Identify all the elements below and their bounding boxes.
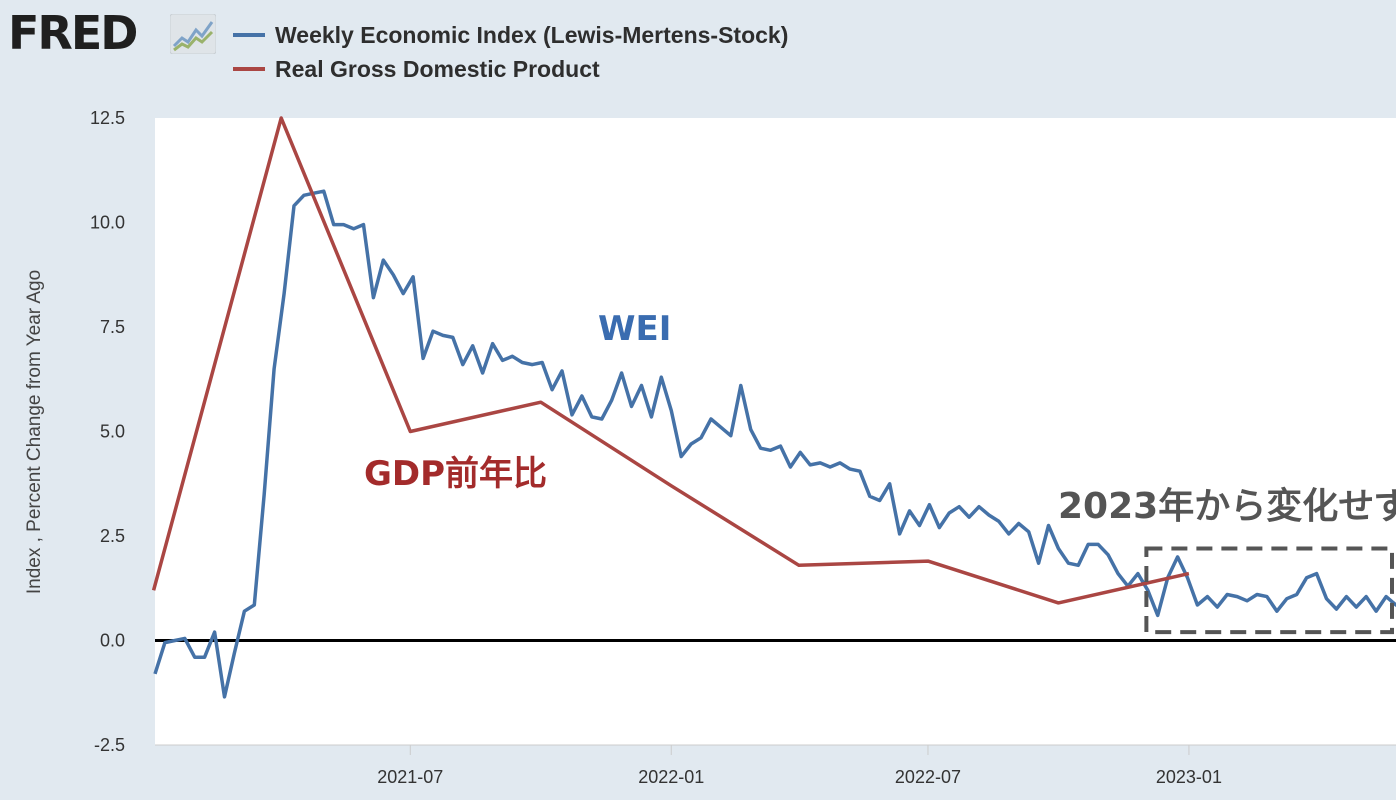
gdp-series-line <box>151 116 1190 605</box>
highlight-box <box>1144 546 1394 635</box>
y-tick-label: 7.5 <box>100 317 125 337</box>
y-tick-label: 12.5 <box>90 108 125 128</box>
y-axis-title: Index , Percent Change from Year Ago <box>24 270 45 594</box>
trend-chart-icon <box>170 14 216 54</box>
y-tick-label: 10.0 <box>90 213 125 233</box>
x-tick-label: 2022-01 <box>638 767 704 787</box>
y-tick-label: 2.5 <box>100 526 125 546</box>
legend-swatch-gdp <box>233 67 265 71</box>
legend-swatch-wei <box>233 33 265 37</box>
y-tick-label: 5.0 <box>100 422 125 442</box>
plot-area <box>155 118 1396 745</box>
legend-item-gdp[interactable]: Real Gross Domestic Product <box>233 52 788 86</box>
x-tick-label: 2023-01 <box>1156 767 1222 787</box>
series-layer <box>151 116 1396 699</box>
wei-series-line <box>153 189 1396 699</box>
gdp-annotation-label: GDP前年比 <box>364 454 547 494</box>
legend-item-wei[interactable]: Weekly Economic Index (Lewis-Mertens-Sto… <box>233 18 788 52</box>
annotation-layer: WEI GDP前年比 2023年から変化せず <box>364 309 1396 635</box>
y-tick-label: -2.5 <box>94 735 125 755</box>
x-tick-label: 2022-07 <box>895 767 961 787</box>
legend: Weekly Economic Index (Lewis-Mertens-Sto… <box>233 18 788 86</box>
fred-logo[interactable]: FRED <box>8 6 138 60</box>
y-tick-labels: 12.5 10.0 7.5 5.0 2.5 0.0 -2.5 <box>90 108 125 755</box>
x-tick-label: 2021-07 <box>377 767 443 787</box>
legend-label-wei: Weekly Economic Index (Lewis-Mertens-Sto… <box>275 21 789 48</box>
x-tick-labels: 2021-07 2022-01 2022-07 2023-01 <box>377 745 1222 787</box>
header: FRED Weekly Economic Index (Lewis-Merten… <box>0 0 1396 100</box>
no-change-annotation: 2023年から変化せず <box>1058 485 1396 527</box>
wei-annotation-label: WEI <box>598 309 671 349</box>
y-tick-label: 0.0 <box>100 631 125 651</box>
legend-label-gdp: Real Gross Domestic Product <box>275 55 600 82</box>
